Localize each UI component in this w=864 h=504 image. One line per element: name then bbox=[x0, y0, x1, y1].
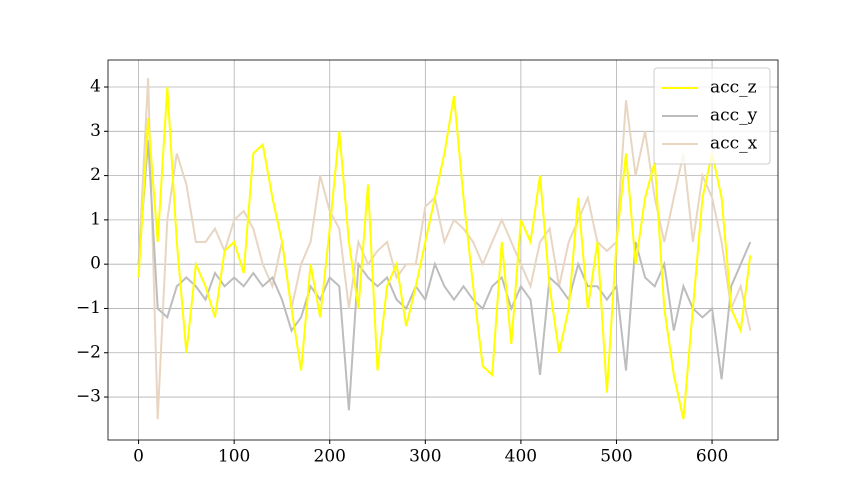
y-tick-label: 3 bbox=[90, 121, 101, 141]
line-series bbox=[137, 78, 752, 420]
y-tick-label: −2 bbox=[76, 342, 101, 362]
x-tick-label: 600 bbox=[696, 447, 728, 467]
x-tick-label: 0 bbox=[133, 447, 144, 467]
x-tick-label: 500 bbox=[600, 447, 632, 467]
line-series bbox=[137, 86, 752, 420]
line-series bbox=[137, 140, 752, 411]
legend-label: acc_y bbox=[710, 106, 758, 126]
x-tick-label: 400 bbox=[505, 447, 537, 467]
x-tick-label: 100 bbox=[218, 447, 250, 467]
y-tick-label: 1 bbox=[90, 209, 101, 229]
y-tick-label: −1 bbox=[76, 298, 101, 318]
legend-label: acc_x bbox=[710, 134, 758, 154]
y-tick-label: 2 bbox=[90, 165, 101, 185]
plot-frame bbox=[107, 59, 779, 441]
legend-box bbox=[653, 67, 771, 165]
y-tick-label: 4 bbox=[90, 77, 101, 97]
x-tick-label: 200 bbox=[314, 447, 346, 467]
y-tick-label: −3 bbox=[76, 387, 101, 407]
x-tick-label: 300 bbox=[409, 447, 441, 467]
legend-label: acc_z bbox=[710, 78, 757, 98]
y-tick-label: 0 bbox=[90, 254, 101, 274]
